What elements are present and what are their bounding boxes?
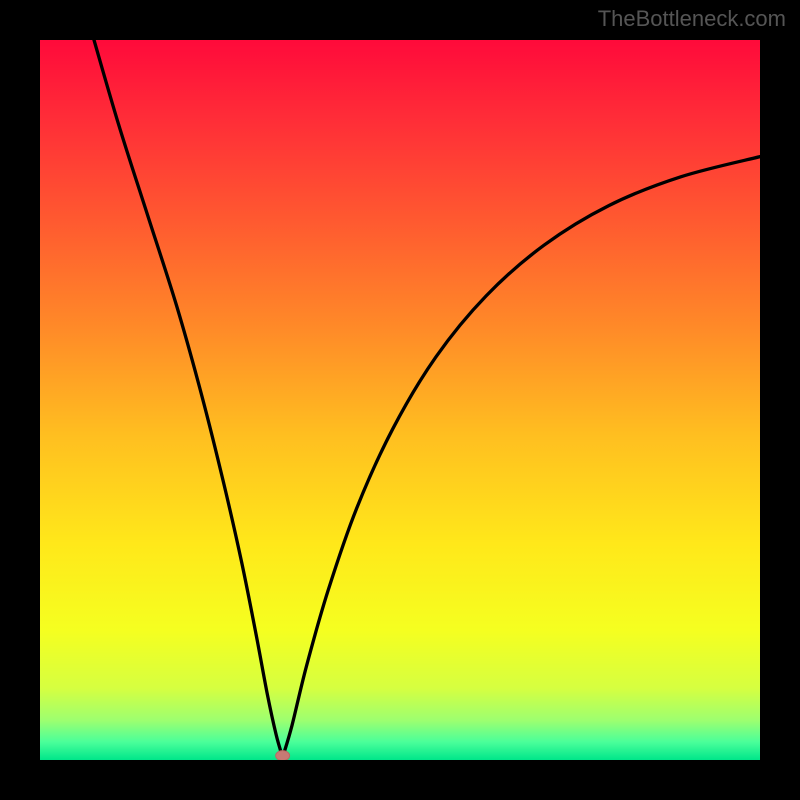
bottleneck-marker [276, 751, 290, 761]
chart-frame: TheBottleneck.com [0, 0, 800, 800]
watermark-text: TheBottleneck.com [598, 6, 786, 32]
bottleneck-chart [0, 0, 800, 800]
plot-background [40, 40, 760, 760]
